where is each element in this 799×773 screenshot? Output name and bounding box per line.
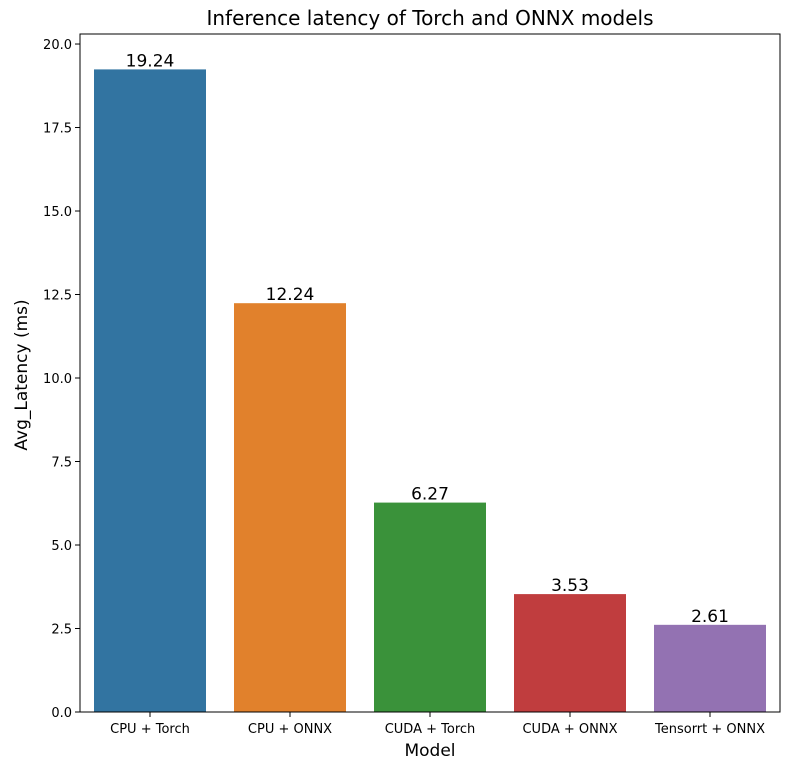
x-tick-label: Tensorrt + ONNX (654, 722, 765, 737)
bar-value-label: 12.24 (266, 285, 315, 305)
bars-layer (94, 69, 766, 712)
y-tick-label: 0.0 (51, 706, 72, 721)
bar-value-label: 2.61 (691, 607, 729, 627)
bar-value-label: 6.27 (411, 485, 449, 505)
x-tick-label: CUDA + Torch (385, 722, 476, 737)
y-tick-label: 17.5 (43, 122, 72, 137)
x-tick-label: CUDA + ONNX (522, 722, 617, 737)
y-tick-label: 7.5 (51, 456, 72, 471)
y-tick-label: 20.0 (43, 38, 72, 53)
y-axis-label: Avg_Latency (ms) (12, 299, 32, 450)
value-labels-layer: 19.24 12.24 6.27 3.53 2.61 (126, 51, 729, 626)
x-tick-label: CPU + ONNX (248, 722, 332, 737)
bar (514, 594, 626, 712)
y-tick-label: 5.0 (51, 539, 72, 554)
bar (654, 624, 766, 712)
y-tick-label: 2.5 (51, 623, 72, 638)
bar (94, 69, 206, 712)
bar (234, 303, 346, 712)
y-tick-label: 10.0 (43, 372, 72, 387)
x-axis-label: Model (404, 741, 455, 761)
bar-value-label: 3.53 (551, 576, 589, 596)
bar (374, 502, 486, 712)
y-axis-ticks: 0.0 2.5 5.0 7.5 10.0 12.5 15.0 17.5 20.0 (43, 38, 80, 721)
x-axis-ticks: CPU + Torch CPU + ONNX CUDA + Torch CUDA + … (110, 712, 765, 737)
bar-value-label: 19.24 (126, 51, 175, 71)
y-tick-label: 15.0 (43, 205, 72, 220)
chart-title: Inference latency of Torch and ONNX mode… (206, 6, 653, 30)
plot-frame (79, 33, 781, 713)
y-tick-label: 12.5 (43, 289, 72, 304)
x-tick-label: CPU + Torch (110, 722, 190, 737)
